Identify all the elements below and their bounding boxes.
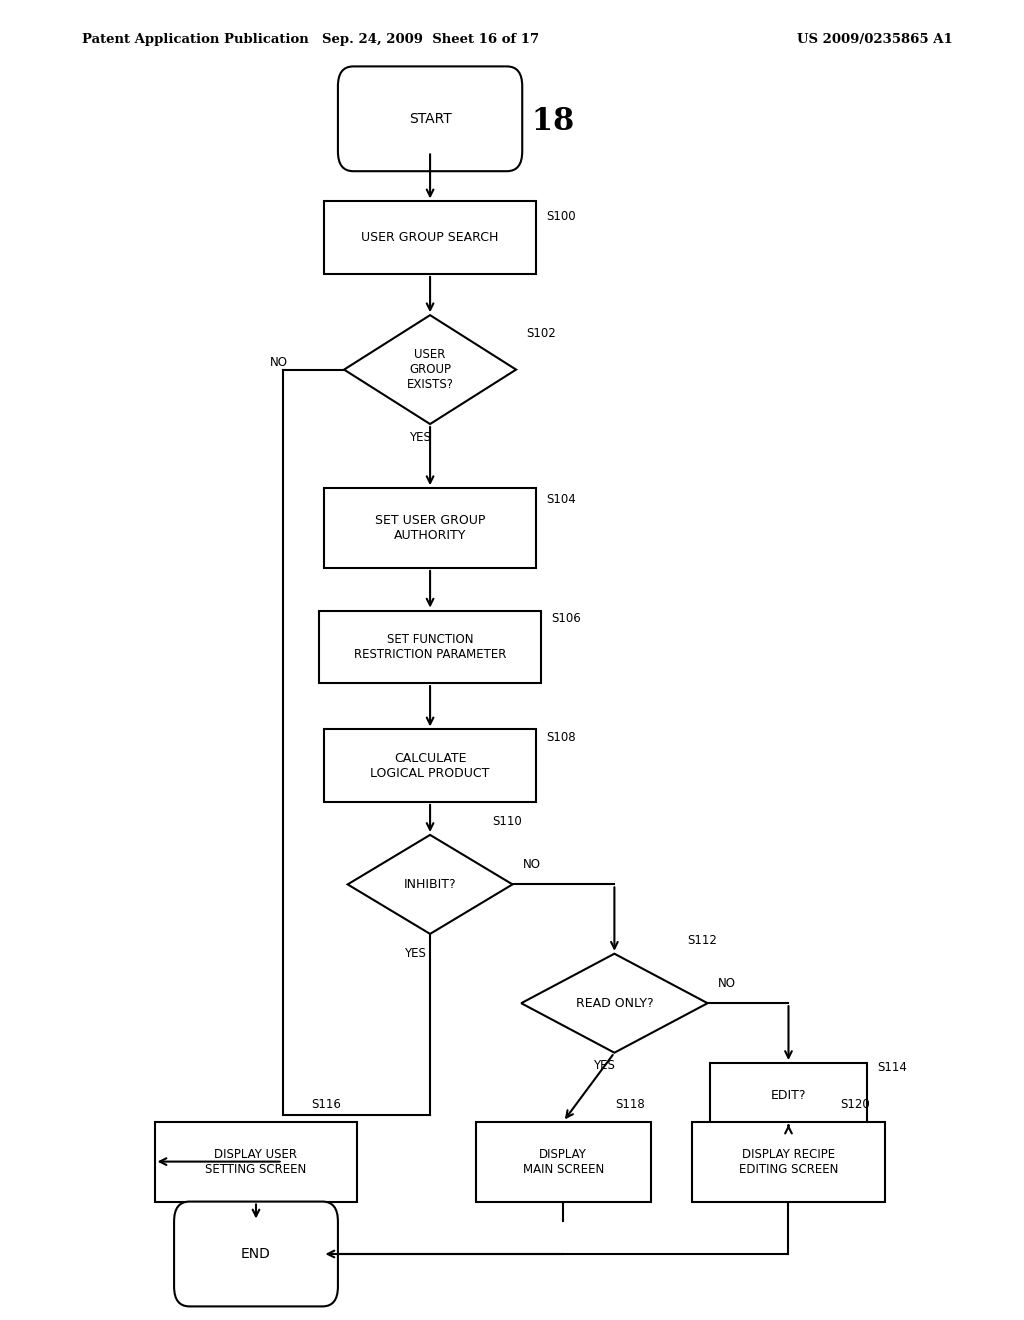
Text: S112: S112 — [687, 935, 717, 948]
Text: DISPLAY USER
SETTING SCREEN: DISPLAY USER SETTING SCREEN — [206, 1147, 306, 1176]
Text: YES: YES — [403, 948, 426, 960]
Text: NO: NO — [718, 977, 736, 990]
Text: CALCULATE
LOGICAL PRODUCT: CALCULATE LOGICAL PRODUCT — [371, 751, 489, 780]
Text: USER GROUP SEARCH: USER GROUP SEARCH — [361, 231, 499, 244]
Text: YES: YES — [593, 1059, 615, 1072]
Text: S106: S106 — [551, 612, 581, 626]
Text: NO: NO — [269, 356, 288, 370]
Text: S116: S116 — [311, 1098, 341, 1111]
Text: START: START — [409, 112, 452, 125]
Text: S110: S110 — [492, 816, 522, 829]
FancyBboxPatch shape — [338, 66, 522, 172]
FancyBboxPatch shape — [692, 1122, 885, 1201]
Text: EDIT?: EDIT? — [771, 1089, 806, 1102]
FancyBboxPatch shape — [711, 1063, 866, 1129]
FancyBboxPatch shape — [324, 488, 537, 568]
Text: SET FUNCTION
RESTRICTION PARAMETER: SET FUNCTION RESTRICTION PARAMETER — [354, 632, 506, 661]
Text: NO: NO — [522, 858, 541, 871]
FancyBboxPatch shape — [174, 1201, 338, 1307]
FancyBboxPatch shape — [155, 1122, 357, 1201]
Text: S120: S120 — [840, 1098, 869, 1111]
Text: US 2009/0235865 A1: US 2009/0235865 A1 — [797, 33, 952, 46]
Text: YES: YES — [409, 430, 431, 444]
Polygon shape — [347, 836, 512, 935]
Text: DISPLAY
MAIN SCREEN: DISPLAY MAIN SCREEN — [522, 1147, 604, 1176]
Text: S100: S100 — [547, 210, 575, 223]
Polygon shape — [344, 315, 516, 424]
Text: S108: S108 — [547, 731, 575, 744]
FancyBboxPatch shape — [475, 1122, 651, 1201]
FancyBboxPatch shape — [324, 729, 537, 803]
Text: DISPLAY RECIPE
EDITING SCREEN: DISPLAY RECIPE EDITING SCREEN — [738, 1147, 839, 1176]
Text: S102: S102 — [526, 327, 556, 341]
Text: Sep. 24, 2009  Sheet 16 of 17: Sep. 24, 2009 Sheet 16 of 17 — [322, 33, 539, 46]
Polygon shape — [521, 953, 708, 1053]
Text: S104: S104 — [547, 494, 577, 507]
Text: READ ONLY?: READ ONLY? — [575, 997, 653, 1010]
FancyBboxPatch shape — [319, 610, 541, 684]
Text: FIG. 18: FIG. 18 — [450, 106, 574, 136]
Text: INHIBIT?: INHIBIT? — [403, 878, 457, 891]
Text: USER
GROUP
EXISTS?: USER GROUP EXISTS? — [407, 348, 454, 391]
Text: Patent Application Publication: Patent Application Publication — [82, 33, 308, 46]
Text: END: END — [241, 1247, 271, 1261]
FancyBboxPatch shape — [324, 201, 537, 275]
Text: S118: S118 — [614, 1098, 644, 1111]
Text: S114: S114 — [877, 1061, 907, 1074]
Text: SET USER GROUP
AUTHORITY: SET USER GROUP AUTHORITY — [375, 513, 485, 543]
